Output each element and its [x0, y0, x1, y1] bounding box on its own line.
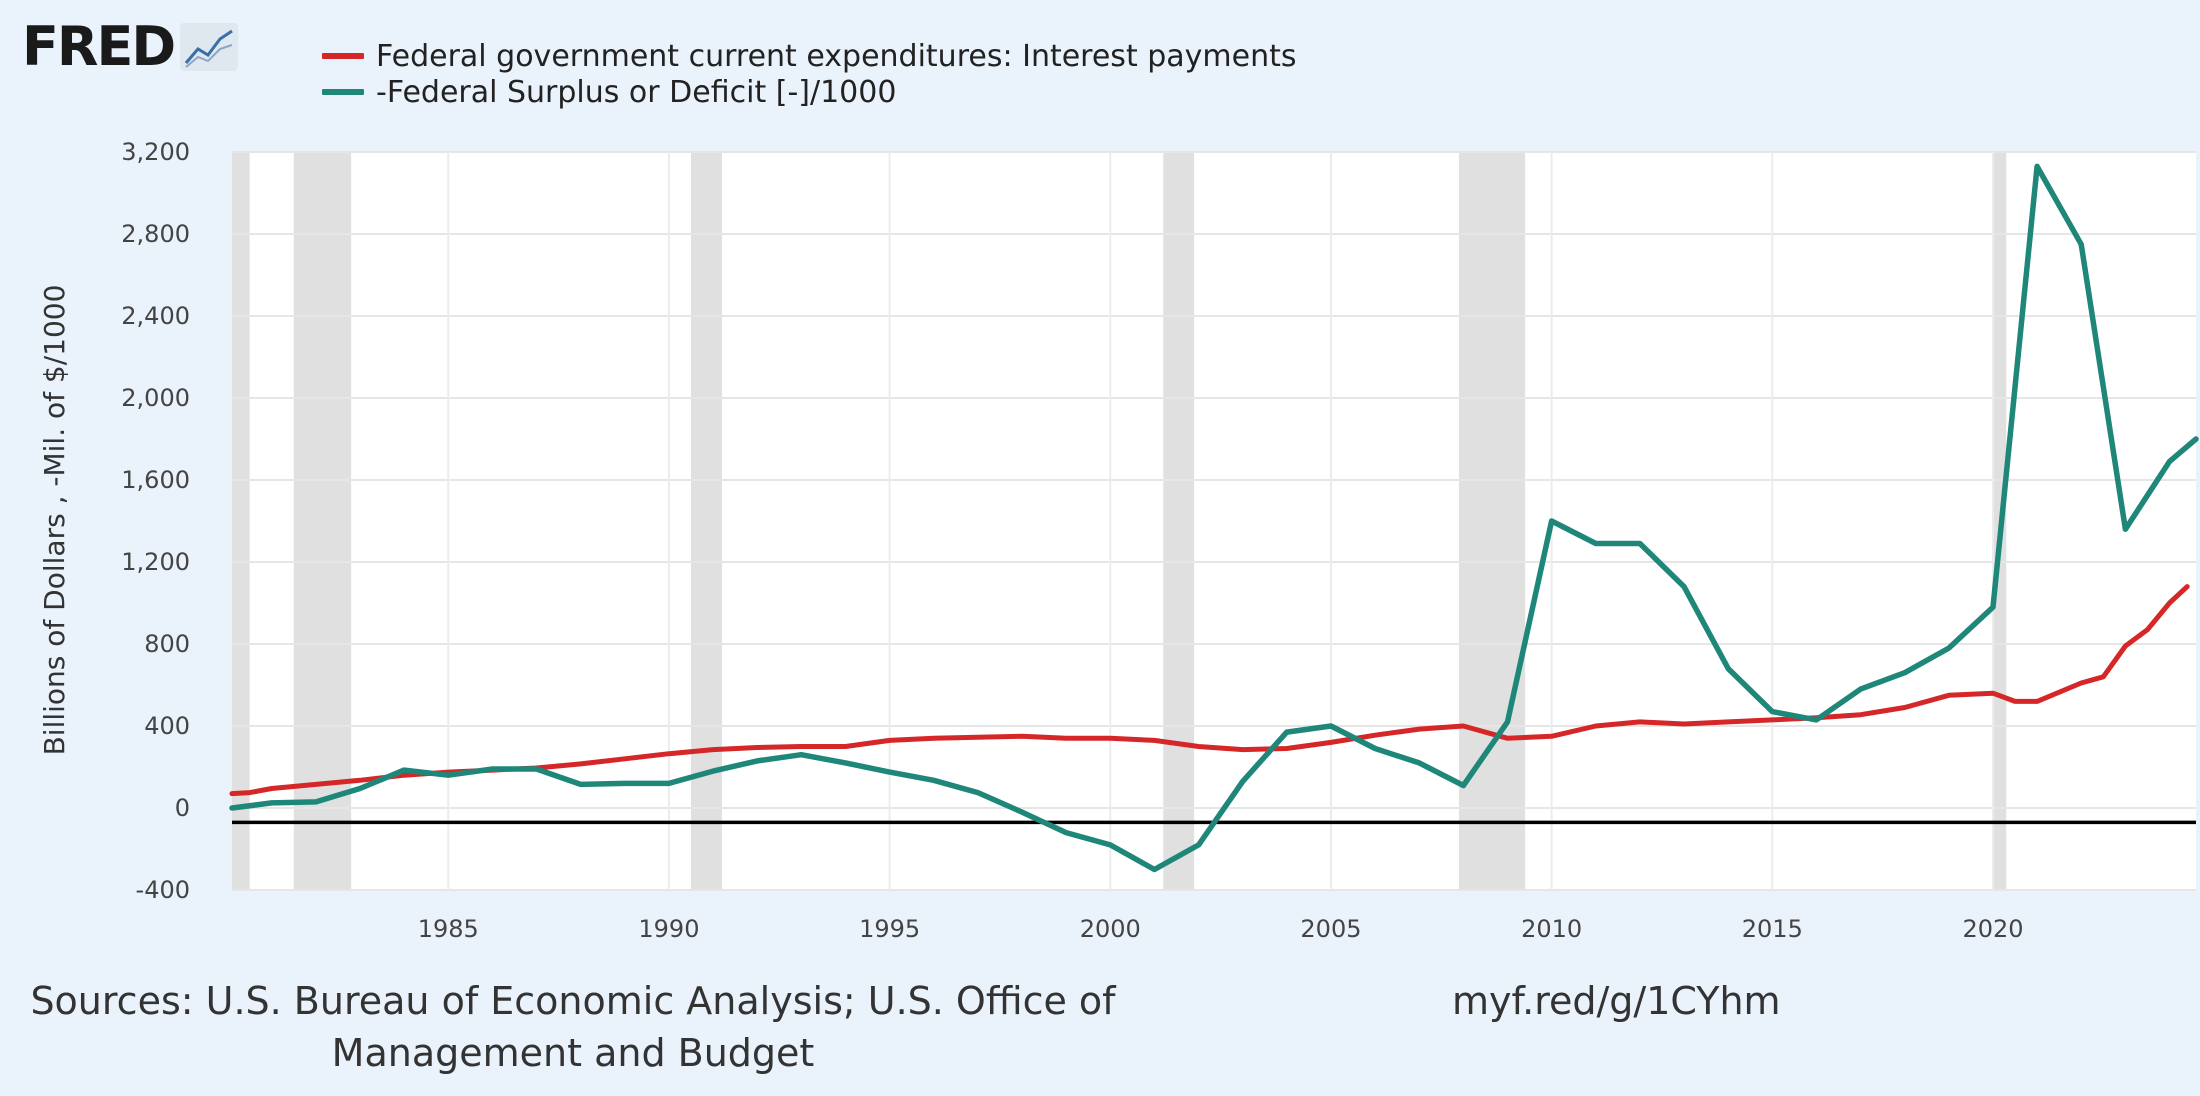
x-axis-ticks: 1985 1990 1995 2000 2005 2010 2015 2020: [418, 915, 2024, 943]
chart: -400 0 400 800 1,200 1,600 2,000 2,400 2,800 3,20…: [38, 138, 2199, 943]
x-tick-label: 2010: [1521, 915, 1582, 943]
legend-item-interest: Federal government current expenditures:…: [322, 38, 1297, 74]
y-tick-label: 1,200: [121, 548, 190, 576]
y-tick-label: 0: [175, 794, 190, 822]
x-tick-label: 2020: [1962, 915, 2023, 943]
recession-band-2: [691, 152, 722, 890]
x-tick-label: 2000: [1080, 915, 1141, 943]
y-tick-label: 800: [144, 630, 190, 658]
plot-background: [232, 152, 2196, 890]
y-tick-label: 3,200: [121, 138, 190, 166]
recession-bands: [232, 152, 2007, 890]
recession-band-4: [1458, 152, 1526, 890]
grid-lines: [232, 151, 2196, 891]
x-tick-label: 1985: [418, 915, 479, 943]
fred-logo[interactable]: FRED: [22, 15, 239, 78]
x-tick-label: 1990: [638, 915, 699, 943]
legend-label-deficit: -Federal Surplus or Deficit [-]/1000: [376, 74, 897, 110]
x-tick-label: 1995: [859, 915, 920, 943]
y-axis-ticks: -400 0 400 800 1,200 1,600 2,000 2,400 2,800 3,20…: [121, 138, 190, 904]
recession-band-0: [232, 152, 250, 890]
y-axis-label: Billions of Dollars , -Mil. of $/1000: [38, 285, 71, 756]
y-tick-label: 2,000: [121, 384, 190, 412]
legend-label-interest: Federal government current expenditures:…: [376, 38, 1297, 74]
line-chart-icon: [180, 23, 239, 71]
sources-note: Sources: U.S. Bureau of Economic Analysi…: [30, 979, 1116, 1075]
short-url-link[interactable]: myf.red/g/1CYhm: [1452, 979, 1781, 1023]
series-line-1: [229, 163, 2199, 873]
plot-area: [232, 152, 2196, 890]
legend-swatch-deficit: [322, 89, 364, 95]
y-tick-label: -400: [136, 876, 190, 904]
legend-swatch-interest: [322, 53, 364, 59]
y-tick-label: 1,600: [121, 466, 190, 494]
y-tick-label: 2,400: [121, 302, 190, 330]
x-tick-label: 2015: [1742, 915, 1803, 943]
y-tick-label: 400: [144, 712, 190, 740]
legend-item-deficit: -Federal Surplus or Deficit [-]/1000: [322, 74, 1297, 110]
series-lines: [229, 163, 2199, 873]
recession-band-1: [293, 152, 352, 890]
series-line-0: [229, 584, 2190, 797]
fred-logo-text: FRED: [22, 15, 176, 78]
recession-band-3: [1163, 152, 1195, 890]
x-tick-label: 2005: [1300, 915, 1361, 943]
chart-legend: Federal government current expenditures:…: [322, 38, 1297, 110]
y-tick-label: 2,800: [121, 220, 190, 248]
